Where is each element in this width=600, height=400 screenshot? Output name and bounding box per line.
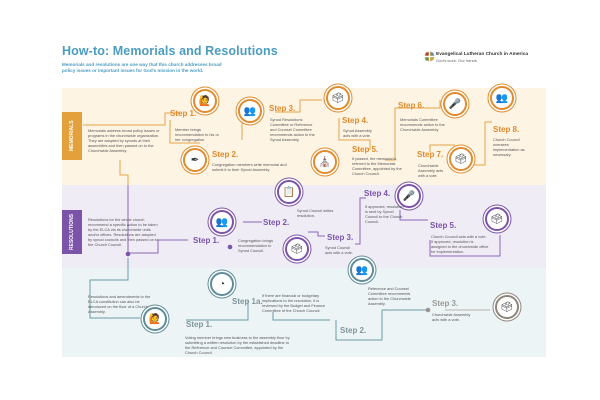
resolution-step-3-text: Synod Council acts with a vote. <box>325 245 353 255</box>
memorial-step-4-text: Synod Assembly acts with a vote. <box>343 128 372 138</box>
memorial-step-8-label: Step 8. <box>493 125 520 134</box>
resolution-step-2-text: Synod Council writes resolution. <box>297 208 334 218</box>
elca-logo-icon <box>424 51 435 62</box>
memorial-step-3-text: Synod Resolutions Committee or Reference… <box>270 117 315 142</box>
ballot-box-icon: 🗳 <box>495 295 519 319</box>
memorial-step-7-label: Step 7. <box>417 150 444 159</box>
resolution-step-3-label: Step 3. <box>327 233 354 242</box>
memorial-step-2-text: Congregation members write memorial and … <box>212 162 287 172</box>
ballot-box-icon: 🗳 <box>485 207 509 231</box>
memorial-step-1-text: Member brings recommendation to his or h… <box>175 127 219 142</box>
church-icon: ⛪ <box>313 150 337 174</box>
group-icon: 👥 <box>490 86 514 110</box>
resolution-step-4-label: Step 4. <box>364 189 391 198</box>
resolution-step-4-text: If approved, resolution is sent by Synod… <box>365 204 404 224</box>
memorial-step-2-label: Step 2. <box>212 150 239 159</box>
resolution-step-5-label: Step 5. <box>430 221 457 230</box>
memorials-intro: Memorials address broad policy issues or… <box>88 128 160 153</box>
memorial-step-8-text: Church Council oversees implementation a… <box>493 137 525 157</box>
memorial-step-4-label: Step 4. <box>342 116 369 125</box>
floor-step-1-text: Voting member brings new business to the… <box>185 335 290 355</box>
resolution-step-1-label: Step 1. <box>193 236 220 245</box>
resolution-step-1-text: Congregation brings recommendation to Sy… <box>238 238 274 253</box>
resolution-step-5-text: Church Council acts with a vote. If appr… <box>431 234 489 254</box>
memorial-step-6-label: Step 6. <box>398 101 425 110</box>
checklist-icon: 📋 <box>277 180 301 204</box>
pen-nib-icon: ✒ <box>183 148 207 172</box>
resolutions-label: RESOLUTIONS <box>62 210 82 254</box>
resolution-step-2-label: Step 2. <box>263 218 290 227</box>
floor-step-1a-label: Step 1a. <box>232 297 263 306</box>
resolutions-intro: Resolutions for the whole church recomme… <box>88 217 159 247</box>
memorial-step-7-text: Churchwide Assembly acts with a vote. <box>418 163 444 178</box>
floor-step-2-text: Reference and Counsel Committee recommen… <box>368 286 411 306</box>
speaker-podium-icon: 🙋 <box>193 89 217 113</box>
memorial-step-5-text: If passed, the memorial is referred to t… <box>352 156 402 176</box>
podium-icon: 🎤 <box>397 184 421 208</box>
logo-name: Evangelical Lutheran Church in America <box>436 52 529 57</box>
memorial-step-1-label: Step 1. <box>170 109 197 118</box>
floor-step-1a-text: If there are financial or budgetary impl… <box>262 293 326 313</box>
ballot-box-icon: 🗳 <box>285 237 309 261</box>
group-icon: 👥 <box>210 210 234 234</box>
floor-resolutions-section <box>62 268 546 357</box>
floor-step-3-label: Step 3. <box>432 299 459 308</box>
floor-step-3-text: Churchwide Assembly acts with a vote. <box>432 312 471 322</box>
memorial-step-3-label: Step 3. <box>269 104 296 113</box>
logo-tagline: God's work. Our hands. <box>436 58 478 63</box>
ballot-box-icon: 🗳 <box>326 86 350 110</box>
page-title: How-to: Memorials and Resolutions <box>62 44 278 58</box>
memorial-step-6-text: Memorials Committee recommends action to… <box>400 117 445 132</box>
floor-intro: Resolutions and amendments to the ELCA c… <box>88 294 156 314</box>
speaker-podium-icon: 🙋 <box>143 307 167 331</box>
pie-chart-icon: ◔ <box>210 272 234 296</box>
ballot-box-icon: 🗳 <box>449 147 473 171</box>
podium-icon: 🎤 <box>443 92 467 116</box>
page-subtitle: Memorials and resolutions are one way th… <box>62 62 222 73</box>
memorial-step-5-label: Step 5. <box>352 145 379 154</box>
group-icon: 👥 <box>238 99 262 123</box>
memorials-label: MEMORIALS <box>62 112 82 160</box>
floor-step-1-label: Step 1. <box>186 320 213 329</box>
floor-step-2-label: Step 2. <box>340 326 367 335</box>
group-icon: 👥 <box>350 258 374 282</box>
